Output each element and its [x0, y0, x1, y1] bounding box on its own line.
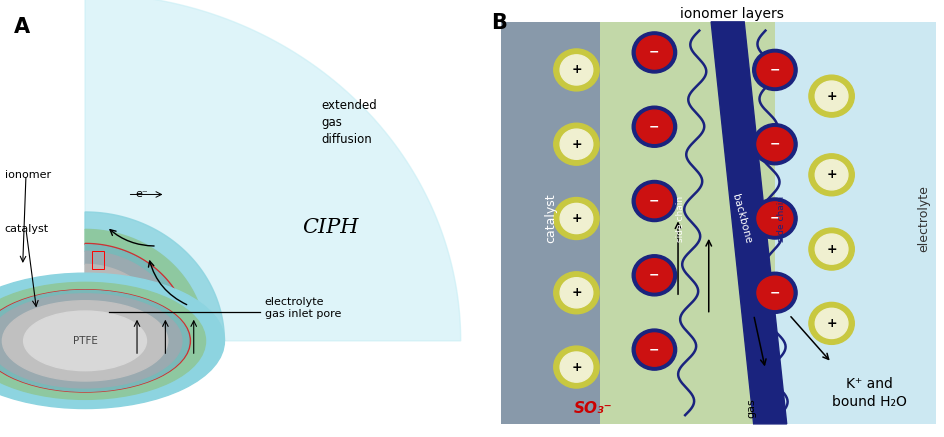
Text: electrolyte
gas inlet pore: electrolyte gas inlet pore	[264, 297, 341, 319]
Circle shape	[808, 154, 853, 196]
Circle shape	[815, 308, 847, 339]
Text: +: +	[825, 317, 836, 330]
Text: ionomer layers: ionomer layers	[680, 7, 784, 21]
Ellipse shape	[0, 273, 225, 409]
Circle shape	[756, 202, 792, 235]
Text: extended
gas
diffusion: extended gas diffusion	[321, 99, 377, 146]
Circle shape	[560, 203, 592, 234]
Text: +: +	[570, 286, 582, 299]
Circle shape	[635, 184, 672, 218]
Circle shape	[815, 160, 847, 190]
Circle shape	[751, 124, 796, 165]
Text: +: +	[570, 63, 582, 76]
Circle shape	[632, 255, 676, 296]
Polygon shape	[85, 243, 191, 341]
Text: −: −	[768, 138, 780, 151]
Text: PTFE: PTFE	[73, 336, 97, 346]
Circle shape	[632, 32, 676, 73]
Text: electrolyte: electrolyte	[917, 185, 929, 252]
Text: −: −	[649, 343, 659, 356]
Circle shape	[553, 346, 598, 388]
Circle shape	[553, 49, 598, 91]
Polygon shape	[711, 22, 785, 424]
Ellipse shape	[0, 290, 190, 392]
Polygon shape	[85, 212, 225, 341]
Polygon shape	[85, 284, 146, 341]
Polygon shape	[85, 0, 460, 341]
Text: side chain: side chain	[777, 195, 785, 242]
Circle shape	[635, 110, 672, 143]
Circle shape	[553, 123, 598, 165]
Circle shape	[635, 36, 672, 69]
Text: gas: gas	[746, 399, 755, 419]
FancyBboxPatch shape	[675, 22, 935, 424]
Text: −: −	[649, 194, 659, 208]
Circle shape	[815, 234, 847, 264]
Circle shape	[751, 49, 796, 90]
Ellipse shape	[24, 311, 146, 371]
Polygon shape	[85, 245, 189, 341]
Text: −: −	[649, 46, 659, 59]
Circle shape	[560, 352, 592, 382]
Text: SO₃⁻: SO₃⁻	[573, 401, 612, 416]
Text: +: +	[825, 243, 836, 256]
Circle shape	[635, 259, 672, 292]
Polygon shape	[85, 264, 168, 341]
Circle shape	[808, 228, 853, 270]
Text: +: +	[825, 168, 836, 181]
FancyBboxPatch shape	[500, 22, 599, 424]
Circle shape	[751, 198, 796, 239]
Circle shape	[560, 277, 592, 308]
Bar	[92, 251, 104, 269]
Text: backbone: backbone	[730, 193, 752, 244]
Circle shape	[808, 302, 853, 344]
Text: A: A	[14, 17, 30, 38]
Text: side chain: side chain	[675, 195, 684, 242]
Text: +: +	[570, 212, 582, 225]
Text: e⁻: e⁻	[135, 190, 148, 199]
Text: ionomer: ionomer	[5, 170, 51, 180]
Circle shape	[560, 55, 592, 85]
FancyBboxPatch shape	[599, 22, 774, 424]
Circle shape	[632, 329, 676, 370]
Text: +: +	[570, 361, 582, 374]
Polygon shape	[85, 251, 181, 341]
Circle shape	[808, 75, 853, 117]
Text: −: −	[768, 286, 780, 299]
Text: −: −	[768, 63, 780, 76]
Circle shape	[751, 272, 796, 313]
Circle shape	[756, 53, 792, 87]
Ellipse shape	[0, 291, 189, 392]
Text: B: B	[491, 13, 507, 33]
Circle shape	[815, 81, 847, 111]
Text: CIPH: CIPH	[302, 218, 359, 237]
Circle shape	[756, 276, 792, 309]
Text: K⁺ and
bound H₂O: K⁺ and bound H₂O	[831, 377, 906, 409]
Circle shape	[560, 129, 592, 160]
Text: +: +	[825, 90, 836, 103]
Text: catalyst: catalyst	[544, 194, 556, 243]
Circle shape	[553, 198, 598, 239]
Ellipse shape	[0, 282, 205, 399]
Circle shape	[553, 272, 598, 314]
Text: −: −	[649, 120, 659, 133]
Ellipse shape	[0, 294, 181, 388]
Text: catalyst: catalyst	[5, 225, 49, 234]
Circle shape	[632, 106, 676, 147]
Circle shape	[632, 180, 676, 222]
Text: +: +	[570, 138, 582, 151]
Text: −: −	[768, 212, 780, 225]
Ellipse shape	[2, 301, 167, 381]
Circle shape	[756, 128, 792, 161]
Polygon shape	[85, 229, 205, 341]
Circle shape	[635, 333, 672, 366]
Text: −: −	[649, 269, 659, 282]
